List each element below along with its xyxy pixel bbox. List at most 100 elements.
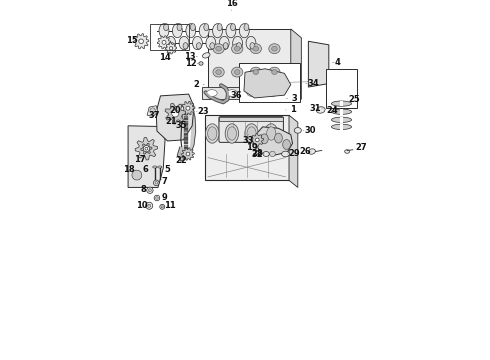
Text: 34: 34 [308, 79, 319, 88]
Ellipse shape [227, 90, 237, 96]
Text: 18: 18 [123, 165, 135, 174]
Text: 6: 6 [143, 165, 148, 174]
Text: 30: 30 [304, 126, 316, 135]
Text: 23: 23 [197, 107, 209, 116]
Bar [184, 116, 188, 118]
Ellipse shape [245, 124, 258, 143]
Ellipse shape [267, 127, 276, 140]
Circle shape [153, 180, 159, 186]
Ellipse shape [317, 107, 325, 113]
Polygon shape [135, 138, 158, 160]
Ellipse shape [234, 69, 240, 75]
Text: 9: 9 [161, 193, 167, 202]
Text: 27: 27 [355, 144, 367, 153]
Text: 7: 7 [161, 177, 167, 186]
Polygon shape [177, 147, 189, 161]
Bar [184, 125, 188, 127]
Polygon shape [244, 69, 291, 98]
Text: 5: 5 [164, 165, 170, 174]
Circle shape [172, 111, 178, 116]
Polygon shape [291, 29, 301, 99]
Ellipse shape [231, 24, 236, 31]
Ellipse shape [247, 90, 257, 96]
Bar [150, 24, 189, 50]
Circle shape [145, 147, 148, 150]
Ellipse shape [283, 140, 291, 149]
Ellipse shape [206, 36, 216, 50]
Circle shape [147, 204, 151, 207]
Ellipse shape [179, 36, 189, 50]
Ellipse shape [271, 46, 277, 51]
Ellipse shape [246, 36, 256, 50]
Circle shape [155, 181, 157, 184]
Bar [341, 101, 343, 107]
Bar [184, 111, 188, 113]
Circle shape [148, 189, 151, 192]
Text: 1: 1 [290, 105, 295, 114]
Bar [204, 115, 289, 180]
Polygon shape [289, 115, 298, 188]
Polygon shape [181, 101, 195, 115]
Ellipse shape [210, 43, 215, 49]
Ellipse shape [308, 149, 316, 154]
Ellipse shape [331, 117, 351, 122]
Text: 26: 26 [299, 147, 311, 156]
Circle shape [162, 40, 166, 44]
Circle shape [147, 187, 153, 193]
Ellipse shape [244, 24, 249, 31]
Ellipse shape [263, 152, 270, 157]
Polygon shape [308, 41, 329, 87]
Circle shape [186, 106, 190, 110]
Bar [202, 87, 287, 99]
Polygon shape [166, 43, 177, 54]
Text: 32: 32 [251, 150, 263, 159]
Bar [184, 140, 188, 142]
Polygon shape [165, 103, 186, 124]
Polygon shape [147, 106, 158, 116]
Ellipse shape [179, 106, 184, 112]
Ellipse shape [250, 44, 262, 54]
FancyBboxPatch shape [219, 117, 283, 142]
Text: 22: 22 [175, 156, 187, 165]
Ellipse shape [265, 124, 278, 143]
Text: 13: 13 [184, 52, 196, 61]
Ellipse shape [331, 101, 351, 106]
Circle shape [154, 195, 160, 201]
Text: 16: 16 [226, 0, 238, 8]
Ellipse shape [294, 127, 301, 133]
Ellipse shape [164, 24, 169, 31]
Ellipse shape [220, 36, 229, 50]
Ellipse shape [206, 124, 219, 143]
Ellipse shape [274, 133, 282, 143]
Ellipse shape [186, 24, 196, 38]
Circle shape [270, 151, 275, 157]
Circle shape [132, 170, 142, 180]
Bar [184, 152, 188, 154]
Polygon shape [128, 126, 165, 188]
Circle shape [139, 39, 144, 44]
Text: 20: 20 [170, 106, 181, 115]
Circle shape [172, 110, 179, 117]
Ellipse shape [250, 67, 262, 77]
Ellipse shape [208, 127, 217, 140]
Ellipse shape [227, 127, 237, 140]
Ellipse shape [267, 90, 277, 96]
Ellipse shape [159, 24, 169, 38]
Text: 33: 33 [243, 136, 254, 145]
Ellipse shape [196, 43, 201, 49]
Bar [239, 63, 300, 102]
Ellipse shape [282, 151, 290, 157]
Text: 15: 15 [126, 36, 138, 45]
Ellipse shape [247, 127, 256, 140]
Ellipse shape [158, 166, 162, 168]
Polygon shape [251, 134, 264, 146]
Circle shape [146, 202, 153, 209]
Ellipse shape [202, 53, 210, 58]
Circle shape [143, 145, 149, 152]
Ellipse shape [240, 24, 249, 38]
Ellipse shape [269, 67, 280, 77]
Ellipse shape [331, 109, 351, 114]
Circle shape [161, 206, 163, 208]
Polygon shape [157, 36, 171, 49]
Ellipse shape [207, 90, 217, 96]
